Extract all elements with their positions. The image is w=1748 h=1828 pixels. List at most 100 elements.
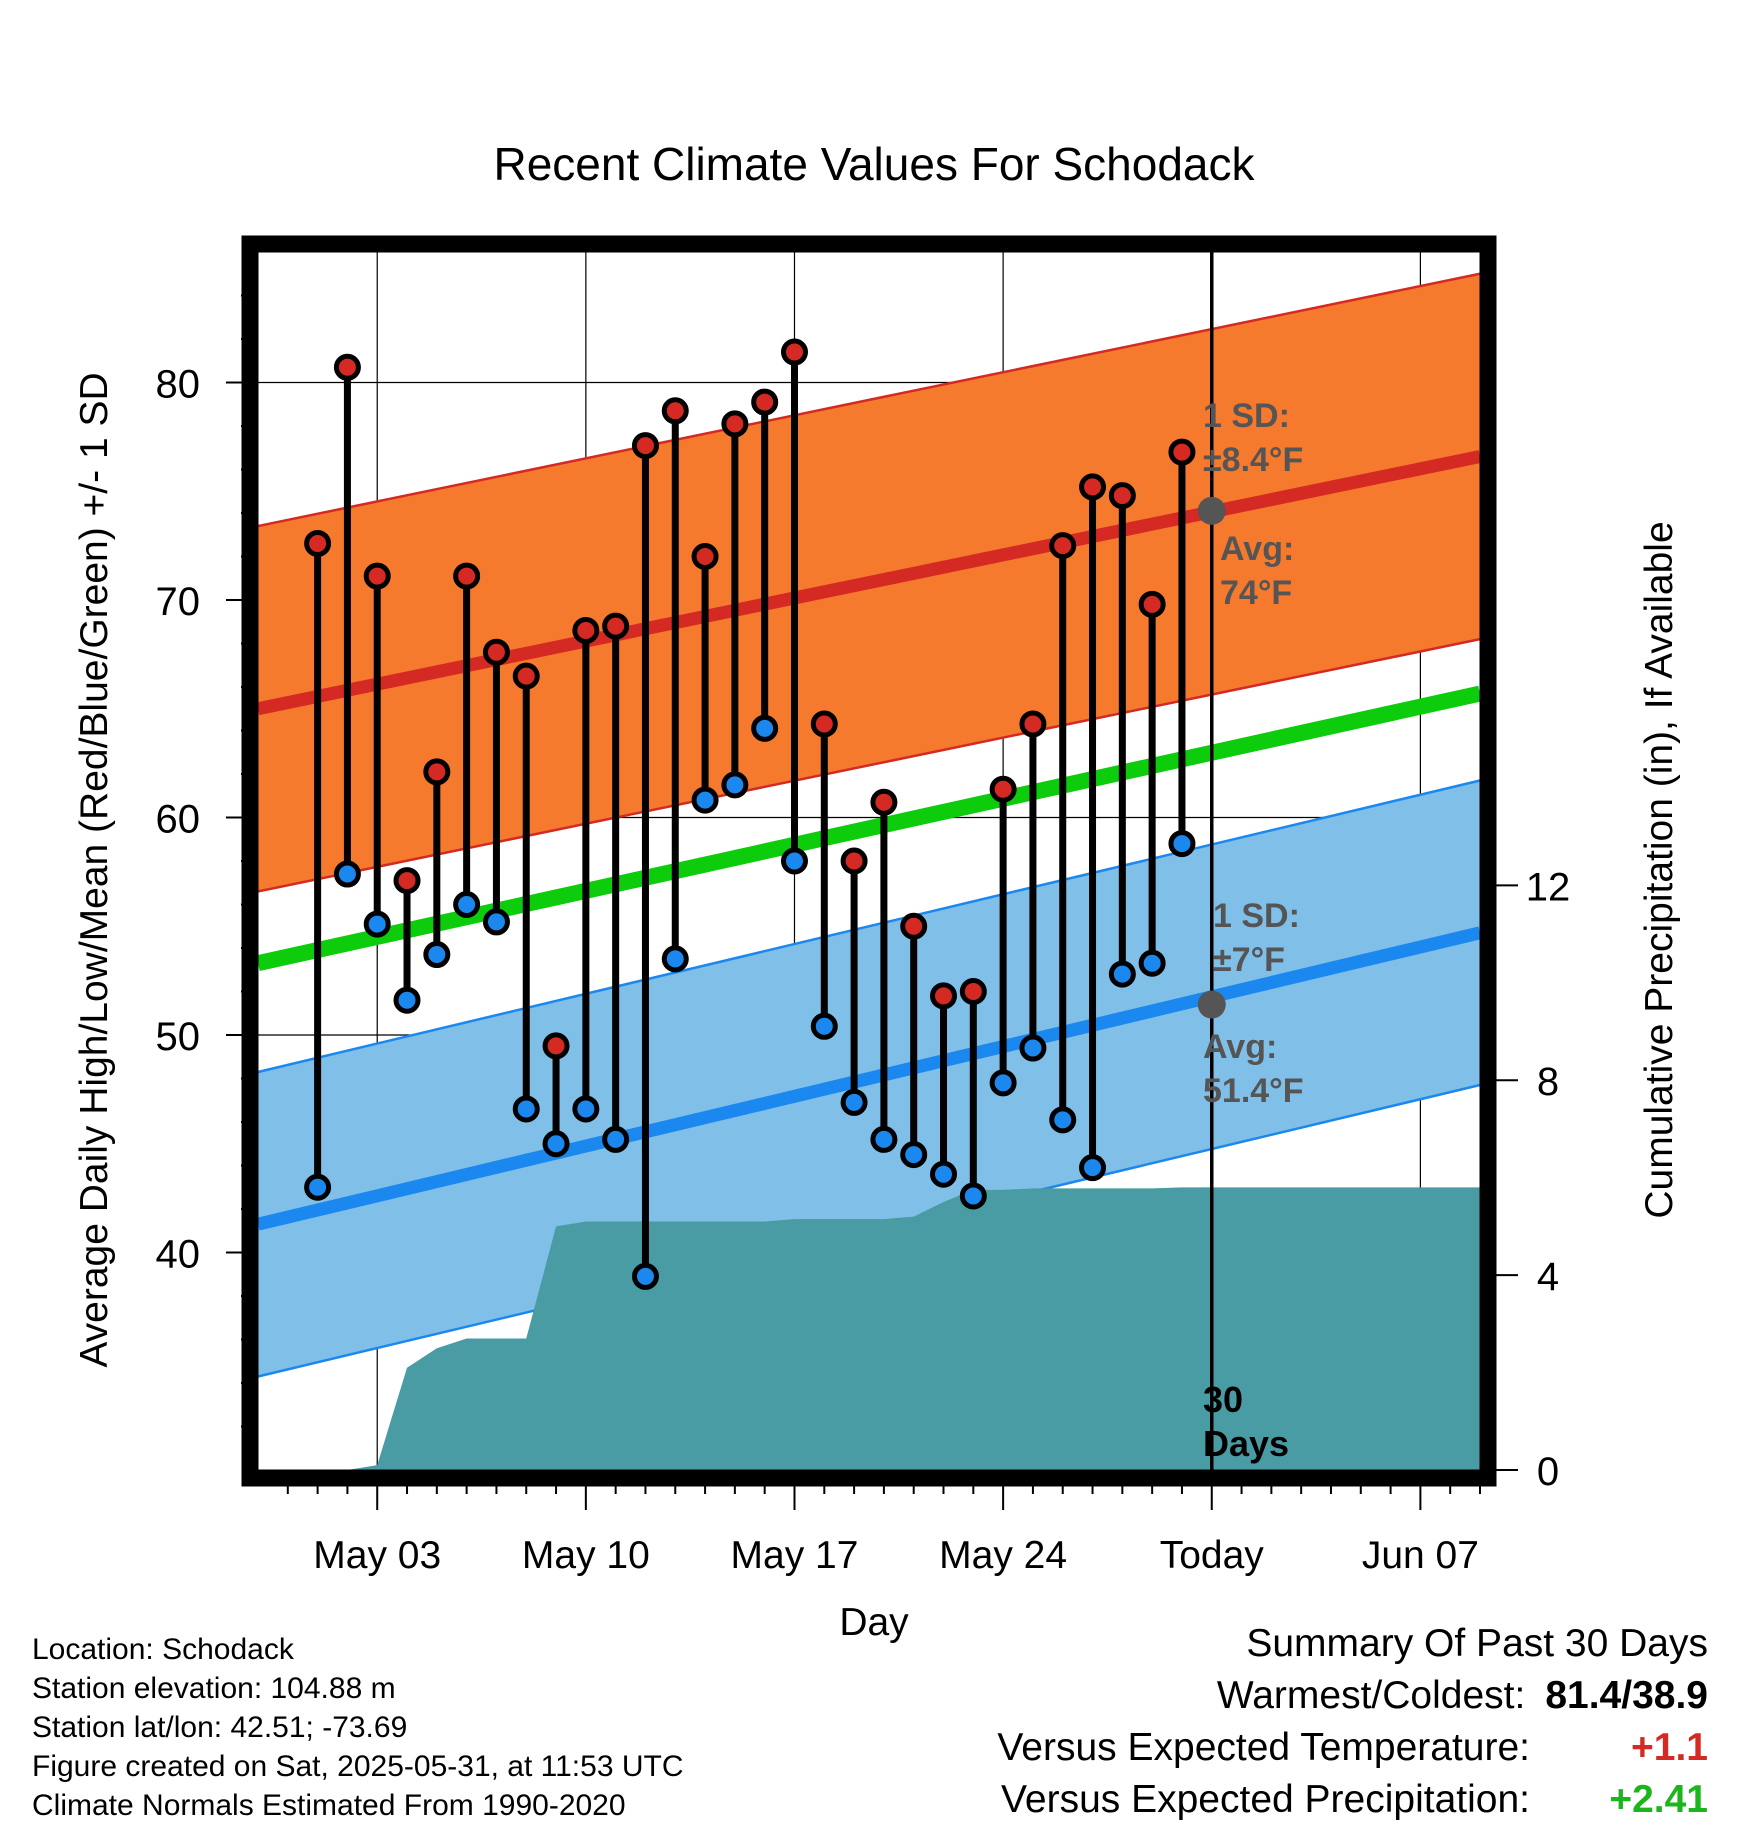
daily-low-point — [870, 1125, 898, 1153]
daily-low-point — [631, 1262, 659, 1290]
low-avg-annotation: Avg: 51.4°F — [1203, 1028, 1304, 1110]
precip-departure-label: Versus Expected Precipitation: — [1001, 1778, 1530, 1821]
daily-high-point — [1049, 532, 1077, 560]
daily-high-point — [572, 616, 600, 644]
y-right-tick-label: 0 — [1537, 1450, 1559, 1494]
daily-high-point — [661, 397, 689, 425]
y-axis-right-label: Cumulative Precipitation (in), If Availa… — [1638, 521, 1681, 1218]
cumulative-precip-area — [317, 1187, 1480, 1470]
daily-high-point — [810, 710, 838, 738]
daily-high-point — [1108, 482, 1136, 510]
y-right-tick-label: 4 — [1537, 1255, 1559, 1299]
daily-high-point — [900, 912, 928, 940]
daily-range-series — [304, 338, 1196, 1290]
daily-low-point — [453, 891, 481, 918]
daily-low-point — [602, 1125, 630, 1153]
daily-low-point — [333, 860, 361, 888]
daily-high-point — [631, 432, 659, 460]
y-axis-left: 40 50 60 70 80 — [156, 294, 250, 1428]
daily-low-point — [900, 1141, 928, 1169]
daily-low-point — [661, 945, 689, 973]
x-tick-label: May 10 — [522, 1534, 650, 1577]
daily-low-point — [304, 1173, 332, 1201]
daily-high-point — [1138, 590, 1166, 618]
created-text: Figure created on Sat, 2025-05-31, at 11… — [32, 1750, 684, 1783]
normals-text: Climate Normals Estimated From 1990-2020 — [32, 1789, 626, 1822]
daily-low-point — [1049, 1106, 1077, 1134]
precip-departure-row: Versus Expected Precipitation: +2.41 — [997, 1774, 1708, 1826]
y-axis-right: 0 4 8 12 — [1488, 865, 1570, 1494]
daily-low-point — [1079, 1154, 1107, 1182]
daily-high-point — [691, 543, 719, 570]
daily-high-point — [870, 788, 898, 816]
high-avg-annotation: Avg: 74°F — [1220, 530, 1294, 612]
y-left-tick-label: 70 — [156, 580, 201, 624]
temp-departure-row: Versus Expected Temperature: +1.1 — [997, 1722, 1708, 1774]
daily-low-point — [721, 771, 749, 799]
daily-low-point — [780, 847, 808, 875]
daily-low-point — [930, 1160, 958, 1188]
y-left-tick-label: 80 — [156, 363, 201, 407]
location-text: Location: Schodack — [32, 1633, 294, 1666]
x-axis-label: Day — [839, 1601, 909, 1644]
y-axis-left-label: Average Daily High/Low/Mean (Red/Blue/Gr… — [73, 372, 116, 1367]
x-tick-label: May 03 — [313, 1534, 441, 1577]
plot-area: 1 SD: ±8.4°F Avg: 74°F 1 SD: ±7°F Avg: 51.4°F 30… — [156, 235, 1570, 1577]
daily-high-point — [363, 562, 391, 590]
y-left-tick-label: 40 — [156, 1233, 201, 1277]
x-tick-label: Today — [1160, 1534, 1265, 1577]
daily-high-point — [751, 388, 779, 416]
daily-high-point — [333, 353, 361, 381]
warmest-coldest-value: 81.4/38.9 — [1545, 1674, 1708, 1717]
daily-high-point — [393, 867, 421, 895]
normal-mean-line — [256, 685, 1482, 972]
x-tick-label: Jun 07 — [1362, 1534, 1479, 1577]
daily-high-point — [721, 410, 749, 438]
avg-low-today-marker — [1197, 990, 1226, 1019]
summary-title: Summary Of Past 30 Days — [1246, 1622, 1708, 1665]
daily-low-point — [572, 1095, 600, 1123]
daily-low-point — [512, 1095, 540, 1123]
daily-low-point — [1108, 960, 1136, 988]
daily-high-point — [453, 562, 481, 590]
daily-low-point — [542, 1130, 570, 1158]
daily-high-point — [512, 662, 540, 690]
daily-high-point — [482, 638, 510, 666]
x-tick-label: May 24 — [939, 1534, 1067, 1577]
summary-panel: Summary Of Past 30 Days Warmest/Coldest:… — [997, 1618, 1708, 1826]
normal-high-sd-band-lower-edge — [257, 637, 1481, 893]
x-tick-label: May 17 — [731, 1534, 859, 1577]
y-left-tick-label: 60 — [156, 798, 201, 842]
daily-low-point — [1138, 949, 1166, 977]
daily-high-point — [304, 529, 332, 557]
daily-low-point — [840, 1088, 868, 1116]
daily-high-point — [542, 1032, 570, 1060]
station-info: Location: Schodack Station elevation: 10… — [32, 1630, 684, 1825]
elevation-text: Station elevation: 104.88 m — [32, 1672, 396, 1705]
daily-high-point — [1168, 438, 1196, 466]
y-right-tick-label: 8 — [1537, 1060, 1559, 1104]
precip-departure-value: +2.41 — [1609, 1778, 1708, 1821]
high-sd-annotation: 1 SD: ±8.4°F — [1203, 397, 1303, 479]
daily-high-point — [1079, 473, 1107, 501]
temp-departure-label: Versus Expected Temperature: — [997, 1726, 1530, 1769]
daily-high-point — [423, 758, 451, 786]
normal-low-line — [256, 926, 1482, 1231]
daily-high-point — [1019, 710, 1047, 738]
daily-high-point — [930, 982, 958, 1010]
avg-high-today-marker — [1197, 496, 1226, 525]
normal-high-sd-band-upper-edge — [257, 272, 1481, 528]
x-axis: May 03 May 10 May 17 May 24 Today Jun 07 — [286, 1478, 1481, 1577]
daily-high-point — [989, 775, 1017, 803]
daily-low-point — [423, 941, 451, 969]
chart-title: Recent Climate Values For Schodack — [493, 138, 1255, 190]
daily-high-point — [780, 338, 808, 366]
daily-low-point — [1019, 1034, 1047, 1062]
daily-low-point — [691, 786, 719, 814]
daily-low-point — [810, 1012, 838, 1040]
daily-low-point — [989, 1069, 1017, 1097]
daily-low-point — [482, 908, 510, 936]
daily-low-point — [363, 910, 391, 938]
daily-high-point — [959, 978, 987, 1005]
